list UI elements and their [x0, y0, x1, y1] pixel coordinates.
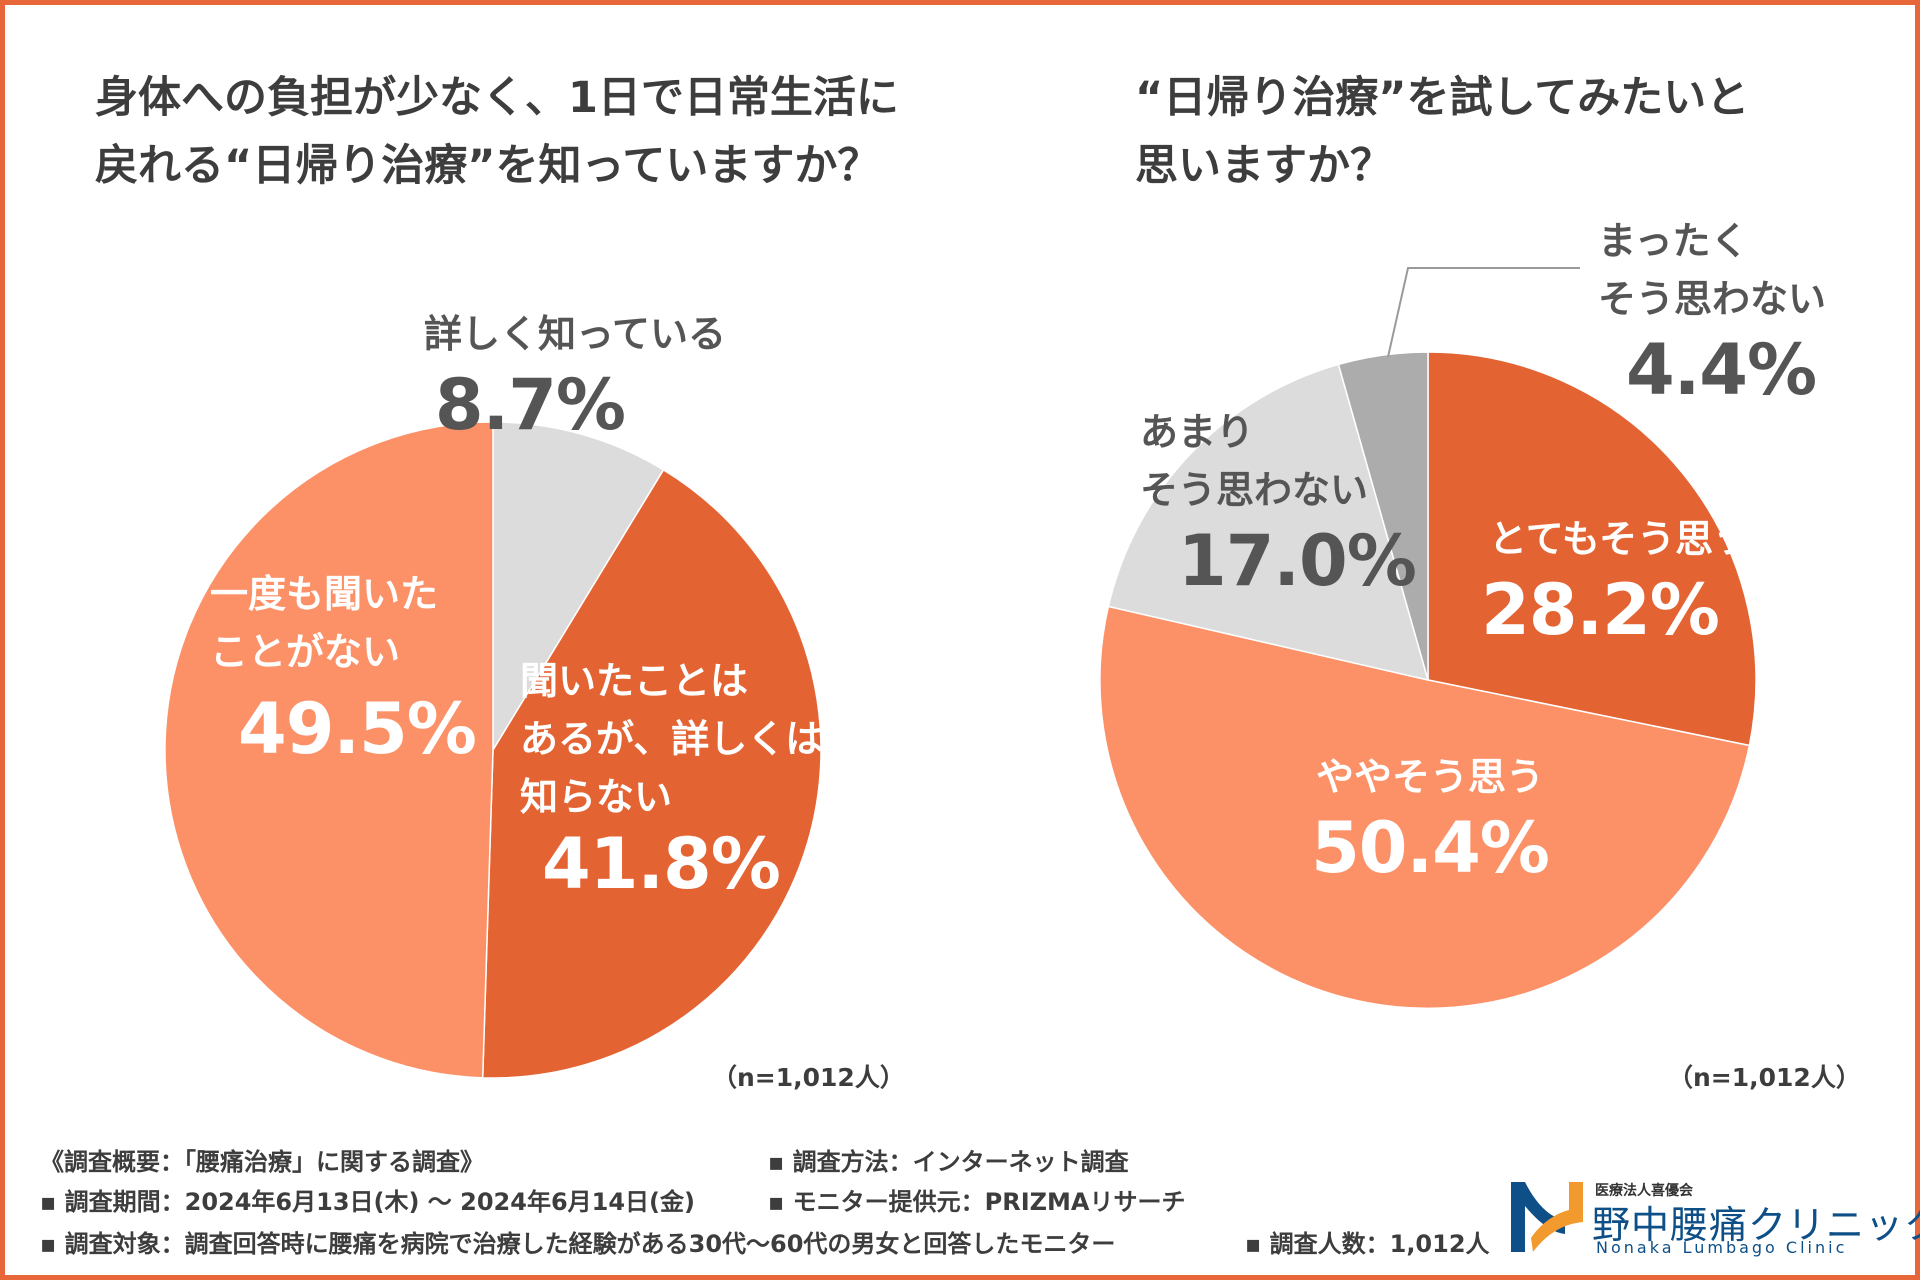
chart2-slice-3: [1337, 351, 1429, 681]
footer-method: ▪ 調査方法：インターネット調査: [768, 1148, 1129, 1176]
chart1-slice2-label: 一度も聞いた ことがない 49.5%: [210, 565, 477, 771]
footer-count: ▪ 調査人数：1,012人: [1245, 1230, 1490, 1258]
logo-name: 野中腰痛クリニック: [1592, 1203, 1920, 1247]
chart1-slice2-cat-l2: ことがない: [210, 630, 401, 674]
chart1-slice2-pct: 49.5%: [238, 688, 477, 770]
chart1-slice1-cat-l3: 知らない: [520, 775, 673, 819]
chart2-slice2-label: あまり そう思わない 17.0%: [1140, 403, 1417, 603]
chart1-sample-note: （n=1,012人）: [712, 1063, 905, 1092]
chart2-slice1-label: ややそう思う 50.4%: [1270, 748, 1590, 890]
footer-period: ▪ 調査期間：2024年6月13日(木) ～ 2024年6月14日(金): [40, 1188, 695, 1216]
chart2-slice3-cat-l2: そう思わない: [1598, 277, 1827, 321]
chart2-slice3-label: まったく そう思わない 4.4%: [1598, 212, 1826, 412]
chart2-slice0-cat: とてもそう思う: [1488, 517, 1752, 561]
chart2-slice2-cat-l1: あまり: [1140, 410, 1255, 454]
chart1-slice1-cat-l2: あるが、詳しくは: [520, 717, 824, 761]
footer-provider: ▪ モニター提供元：PRIZMAリサーチ: [768, 1188, 1186, 1216]
chart1-title-line2: 戻れる“日帰り治療”を知っていますか？: [95, 141, 881, 191]
logo-english: Nonaka Lumbago Clinic: [1596, 1238, 1848, 1257]
footer-target: ▪ 調査対象：調査回答時に腰痛を病院で治療した経験がある30代～60代の男女と回…: [40, 1230, 1116, 1258]
chart2-title-line2: 思いますか？: [1135, 141, 1393, 191]
chart1-slice0-label: 詳しく知っている 8.7%: [415, 305, 735, 447]
chart2-slice3-cat-l1: まったく: [1598, 219, 1749, 263]
chart1-title-line1: 身体への負担が少なく、1日で日常生活に: [95, 73, 899, 123]
chart2-slice2-pct: 17.0%: [1178, 520, 1417, 602]
chart2-title-line1: “日帰り治療”を試してみたいと: [1135, 73, 1750, 123]
chart2-slice1-pct: 50.4%: [1311, 807, 1550, 889]
logo-subtitle: 医療法人喜優会: [1595, 1183, 1693, 1199]
chart1-title: 身体への負担が少なく、1日で日常生活に 戻れる“日帰り治療”を知っていますか？: [95, 64, 899, 200]
chart2-slice2-cat-l2: そう思わない: [1140, 468, 1369, 512]
chart1-slice1-label: 聞いたことは あるが、詳しくは 知らない 41.8%: [520, 652, 823, 906]
chart1-slice1-cat-l1: 聞いたことは: [520, 659, 749, 703]
chart1-slice-1: [481, 468, 822, 1079]
chart1-slice-0: [492, 421, 665, 753]
chart2-title: “日帰り治療”を試してみたいと 思いますか？: [1135, 64, 1749, 200]
chart2-slice1-cat: ややそう思う: [1315, 755, 1544, 799]
clinic-logo-mark: [1511, 1182, 1583, 1252]
footer-summary: 《調査概要：「腰痛治療」に関する調査》: [40, 1148, 484, 1176]
chart2-slice0-pct: 28.2%: [1481, 569, 1720, 651]
chart2-slice-0: [1427, 351, 1757, 747]
chart1-slice-2: [164, 421, 494, 1079]
chart1-slice0-pct: 8.7%: [434, 364, 626, 446]
chart2-slice3-pct: 4.4%: [1626, 329, 1817, 411]
logo-orange-stroke: [1531, 1182, 1583, 1252]
chart2-slice0-label: とてもそう思う 28.2%: [1450, 510, 1790, 652]
chart2-slice-1: [1099, 605, 1751, 1010]
chart2-leader-line: [1387, 267, 1580, 358]
logo-blue-stroke: [1511, 1182, 1565, 1252]
chart1-slice0-cat: 詳しく知っている: [423, 312, 727, 356]
chart1-slice2-cat-l1: 一度も聞いた: [210, 572, 439, 616]
chart2-sample-note: （n=1,012人）: [1668, 1063, 1861, 1092]
chart1-slice1-pct: 41.8%: [542, 823, 781, 905]
chart2-slice-2: [1107, 363, 1430, 682]
